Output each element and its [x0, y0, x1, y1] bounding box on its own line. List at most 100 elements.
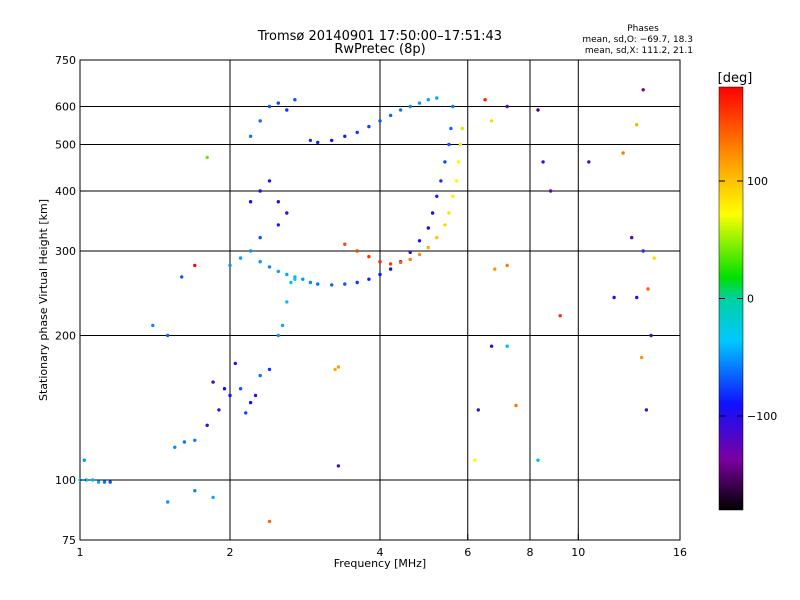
- data-point: [301, 277, 305, 281]
- data-point: [276, 101, 280, 105]
- data-point: [333, 367, 337, 372]
- colorbar-tick-label: 100: [747, 175, 768, 188]
- data-point: [308, 280, 313, 285]
- data-point: [378, 119, 382, 123]
- data-point: [233, 361, 237, 366]
- data-point: [293, 275, 297, 279]
- x-tick-label: 6: [464, 546, 471, 559]
- y-tick-label: 600: [55, 101, 76, 114]
- data-point: [82, 458, 87, 462]
- data-point: [388, 113, 393, 118]
- gridlines: [80, 60, 680, 540]
- chart-title: Tromsø 20140901 17:50:00–17:51:43: [257, 29, 502, 44]
- data-point: [388, 262, 393, 266]
- data-point: [285, 211, 289, 215]
- data-point: [258, 119, 262, 123]
- data-point: [454, 179, 459, 183]
- data-point: [276, 200, 280, 204]
- data-point: [378, 272, 382, 277]
- data-point: [612, 295, 616, 300]
- data-point: [430, 211, 435, 215]
- data-point: [505, 344, 509, 348]
- data-point: [276, 223, 280, 227]
- data-point: [253, 393, 258, 398]
- data-point: [336, 365, 341, 369]
- data-point: [267, 265, 272, 269]
- data-point: [408, 104, 412, 109]
- data-point: [451, 194, 455, 198]
- chart-subtitle: RwPretec (8p): [334, 42, 425, 57]
- data-point: [378, 260, 382, 264]
- data-point: [308, 138, 313, 143]
- colorbar-label: [deg]: [718, 71, 753, 86]
- data-point: [641, 88, 645, 92]
- data-point: [258, 260, 262, 264]
- data-point: [258, 373, 262, 378]
- colorbar: [deg] 100 0 −100: [718, 71, 777, 511]
- data-point: [205, 155, 209, 160]
- data-point: [426, 98, 430, 102]
- data-point: [398, 108, 403, 112]
- data-point: [558, 314, 562, 318]
- data-point: [443, 223, 447, 227]
- y-tick-label: 200: [55, 330, 76, 343]
- data-point: [166, 333, 170, 338]
- data-point: [182, 440, 187, 444]
- data-point: [367, 277, 371, 281]
- data-point: [449, 126, 453, 131]
- data-point: [267, 179, 272, 183]
- data-point: [258, 235, 262, 240]
- data-point: [222, 387, 227, 391]
- x-tick-label: 2: [227, 546, 234, 559]
- data-point: [90, 478, 95, 482]
- data-point: [443, 160, 447, 164]
- y-tick-label: 750: [55, 54, 76, 67]
- y-tick-label: 400: [55, 185, 76, 198]
- data-point: [343, 282, 347, 286]
- data-point: [316, 140, 320, 145]
- colorbar-tick-label: 0: [747, 293, 754, 306]
- data-point: [193, 489, 197, 493]
- x-tick-label: 8: [527, 546, 534, 559]
- data-point: [96, 480, 101, 484]
- x-tick-label: 1: [77, 546, 84, 559]
- data-point: [330, 283, 334, 287]
- data-point: [193, 263, 197, 268]
- y-tick-label: 300: [55, 245, 76, 258]
- data-point: [493, 267, 497, 271]
- data-point: [267, 519, 272, 524]
- data-point: [635, 295, 639, 300]
- data-point: [435, 235, 439, 240]
- data-point: [84, 478, 89, 482]
- data-point: [367, 254, 371, 259]
- data-point: [536, 458, 540, 462]
- data-point: [644, 408, 649, 412]
- data-point: [652, 256, 656, 260]
- data-point: [151, 323, 155, 328]
- phase-info-o: mean, sd,O: −69.7, 18.3: [582, 35, 693, 45]
- y-tick-label: 500: [55, 139, 76, 152]
- data-point: [489, 119, 494, 123]
- data-point: [293, 98, 297, 102]
- data-point: [417, 252, 422, 257]
- data-point: [248, 134, 253, 138]
- data-point: [343, 242, 347, 246]
- data-points: [78, 88, 656, 524]
- data-point: [649, 333, 653, 338]
- data-point: [248, 249, 253, 253]
- data-point: [505, 263, 509, 268]
- data-point: [267, 367, 272, 372]
- data-point: [180, 275, 184, 279]
- data-point: [228, 393, 232, 398]
- data-point: [435, 96, 439, 100]
- data-point: [193, 438, 197, 442]
- data-point: [417, 101, 422, 105]
- data-point: [316, 282, 320, 286]
- y-axis: 75 100 200 300 400 500 600 750: [55, 54, 86, 547]
- x-axis-label: Frequency [MHz]: [334, 557, 426, 570]
- data-point: [280, 323, 285, 328]
- data-point: [343, 134, 347, 138]
- data-point: [102, 480, 107, 484]
- data-point: [388, 267, 393, 271]
- data-point: [276, 333, 280, 338]
